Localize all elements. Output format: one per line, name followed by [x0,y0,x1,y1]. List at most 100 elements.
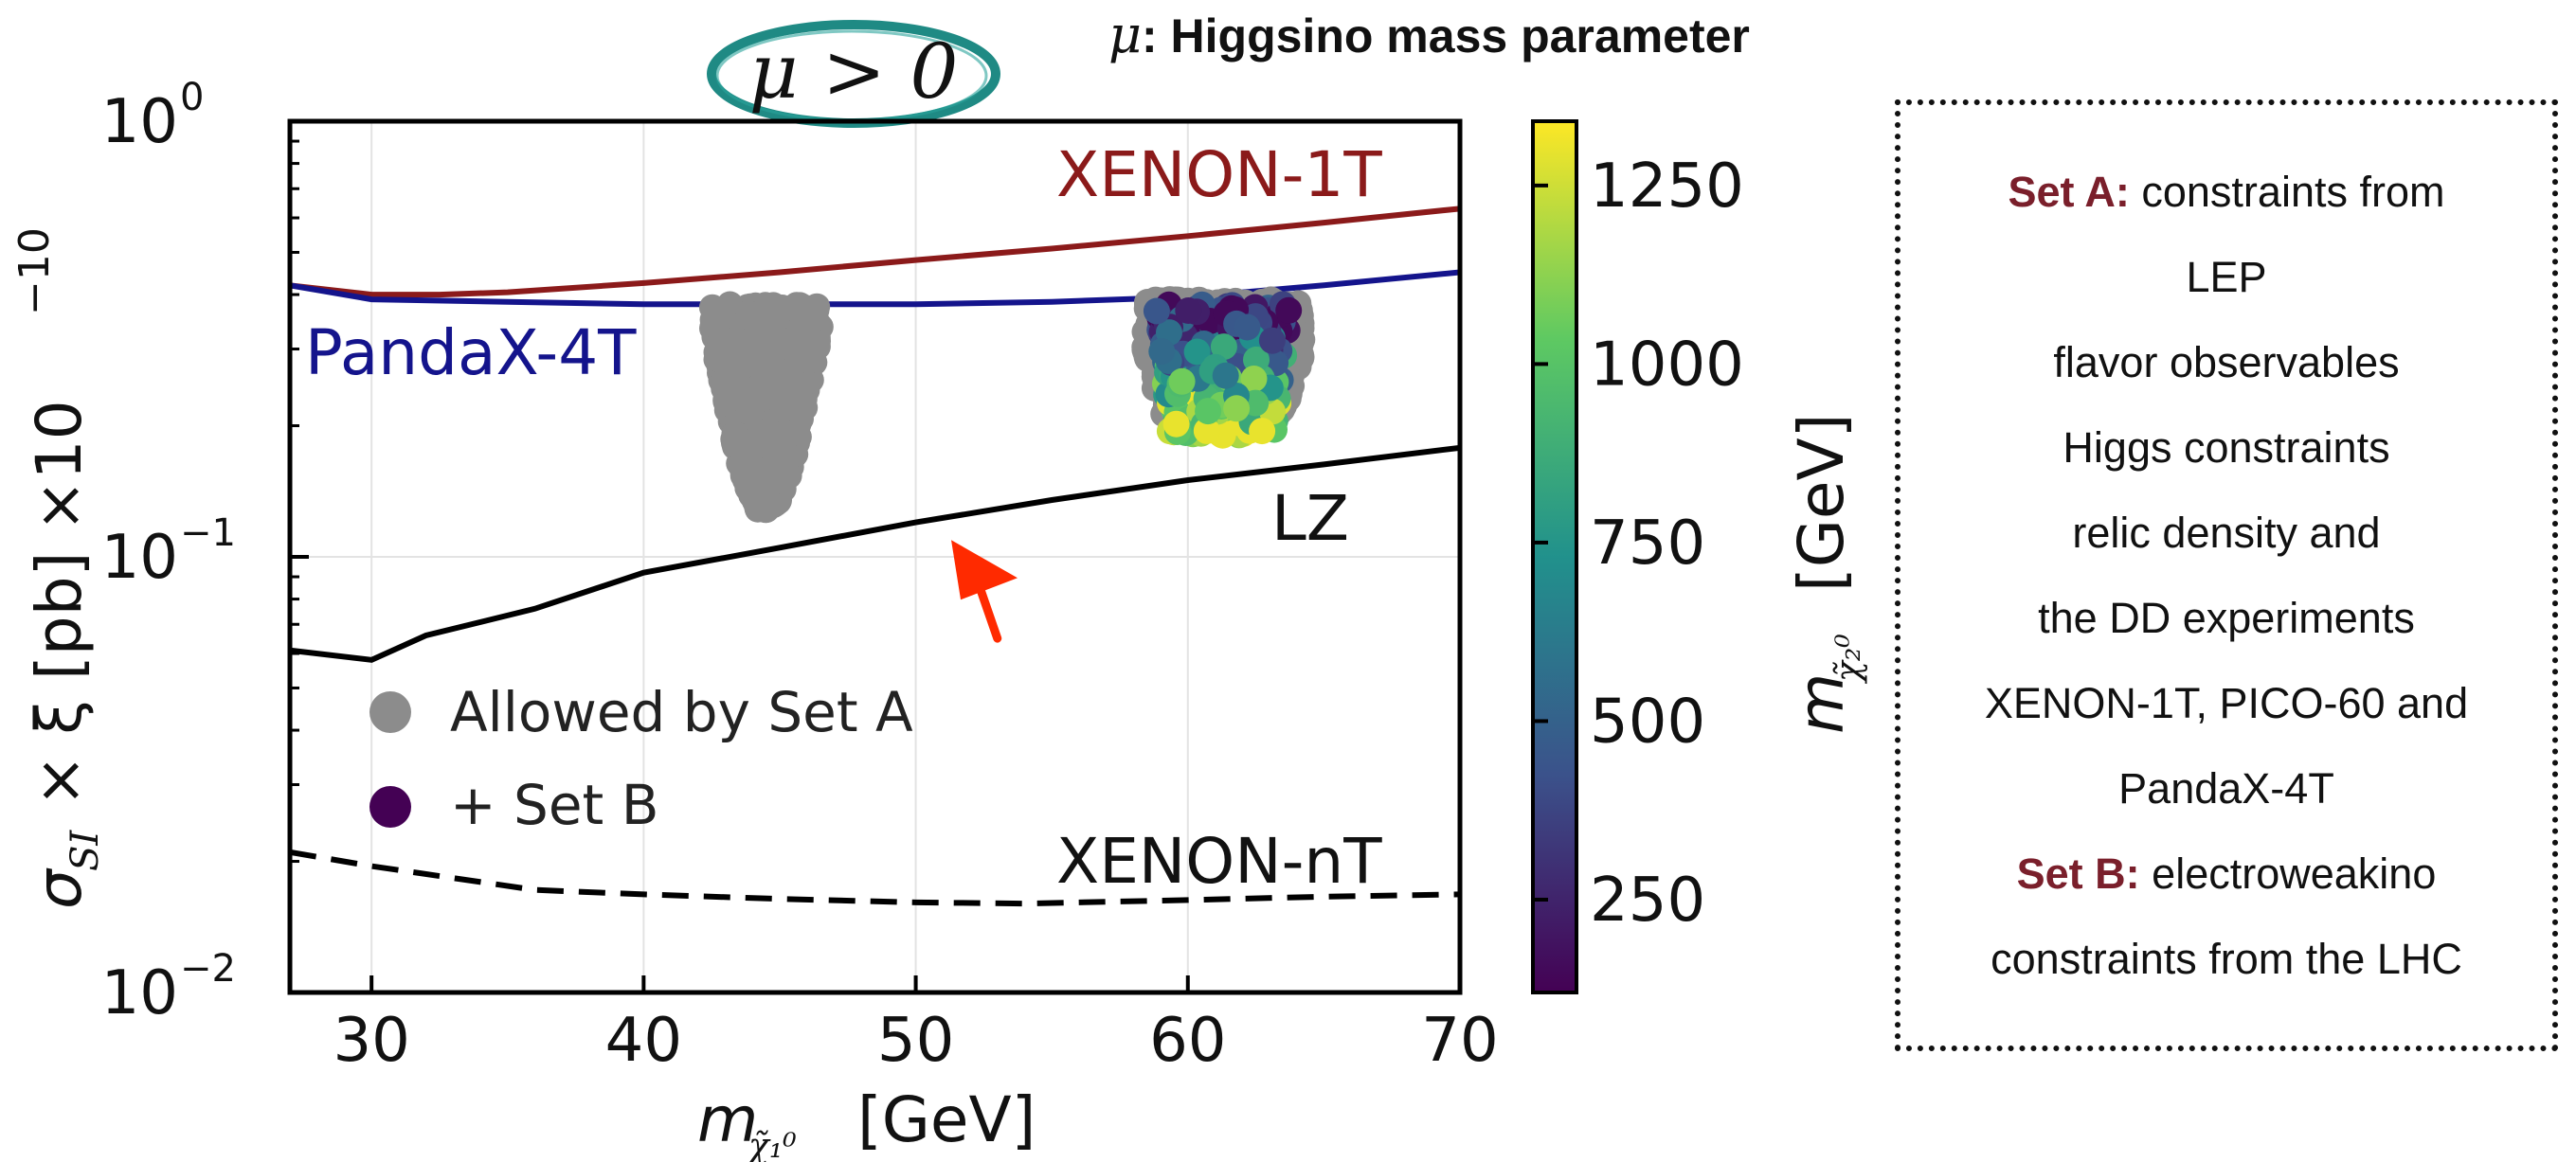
scatter-point-set-b [1234,313,1261,341]
constraints-note: Set A: constraints from LEP flavor observ… [1895,99,2558,1051]
colorbar-ticks: 250 500 750 1000 1250 [1533,152,1744,936]
x-tick-label: 40 [605,1006,682,1076]
note-item: the DD experiments [2038,593,2415,642]
scatter-point-set-b [1148,338,1176,366]
scatter-point-set-a [743,456,770,483]
y-tick-label-exp: −2 [180,947,236,991]
scatter-point-set-a [748,492,776,520]
note-set-a-label: Set A: [2008,167,2130,216]
note-set-b-line: Set B: electroweakino [2017,831,2437,917]
y-axis-label-sub: SI [63,830,107,871]
scatter-point-set-a [783,396,810,423]
series-line-xenon-1t [290,206,1460,298]
scatter-point-set-b [1175,297,1202,324]
scatter-point-set-b [1258,327,1286,354]
y-tick-label-base: 10 [101,523,178,593]
x-tick-label: 70 [1421,1006,1498,1076]
scatter-point-set-b [1212,362,1239,389]
header-description: : Higgsino mass parameter [1142,9,1750,63]
note-set-b-label: Set B: [2016,849,2140,898]
x-axis-label-main: m [697,1083,758,1156]
colorbar-tick-label: 750 [1590,509,1705,579]
colorbar-label: m χ̃₂⁰ [GeV] [1785,414,1868,734]
x-axis-label: m χ̃₁⁰ [GeV] [697,1083,1036,1162]
note-item: relic density and [2072,508,2381,557]
y-tick-label-exp: −1 [180,511,236,555]
colorbar-label-unit: [GeV] [1785,414,1858,592]
note-item: flavor observables [2053,337,2400,386]
header: μ : Higgsino mass parameter μ > 0 [707,5,1750,128]
colorbar-label-main: m [1785,673,1858,734]
note-item: constraints from the LHC [1991,934,2462,983]
scatter-point-set-a [782,295,809,322]
series-label-pandax-4t: PandaX-4T [305,316,637,389]
x-tick-label: 60 [1149,1006,1226,1076]
scatter-point-set-a [771,375,799,402]
note-set-b-items: constraints from the LHC [1991,917,2462,1002]
scatter-point-set-b [1168,367,1196,395]
series-label-lz: LZ [1271,482,1349,555]
scatter-point-set-b [1143,297,1170,325]
colorbar-gradient [1531,119,1578,994]
y-axis-label-rest: × ξ [pb] ×10 [23,400,96,807]
legend-label-set-a: Allowed by Set A [450,680,913,744]
x-axis-label-unit: [GeV] [857,1083,1036,1156]
note-set-a-text: constraints from [2141,167,2445,216]
y-tick-label-base: 10 [101,958,178,1028]
note-item: LEP [2186,252,2267,301]
scatter-point-set-b [1195,398,1222,425]
colorbar-tick-label: 250 [1590,866,1705,936]
scatter-set-b [1143,291,1303,449]
x-tick-label: 30 [333,1006,409,1076]
scatter-point-set-b [1162,410,1190,438]
y-tick-label-exp: 0 [180,76,204,119]
scatter-point-set-a [796,347,823,374]
note-set-a-items: LEP flavor observables Higgs constraints re… [1985,235,2468,831]
y-axis-label-exp: −10 [10,227,59,315]
scatter-point-set-b [1183,338,1211,366]
series-line-xenon-nt [290,849,1460,907]
note-item: XENON-1T, PICO-60 and [1984,678,2469,727]
note-item: Higgs constraints [2063,422,2390,472]
scatter-point-set-a [801,305,828,332]
scatter-point-set-b [1240,366,1268,392]
scatter-point-set-a [783,419,810,446]
colorbar-label-sub: χ̃₂⁰ [1829,634,1868,685]
colorbar-tick-label: 1250 [1590,152,1744,222]
scatter-point-set-b [1223,395,1251,422]
x-axis-label-sub: χ̃₁⁰ [746,1127,797,1162]
scatter-point-set-a [730,305,757,332]
legend-marker-set-b [369,786,411,828]
y-axis-label-main: σ [23,867,96,909]
colorbar-tick-label: 1000 [1590,330,1744,400]
scatter-point-set-b [1210,333,1237,361]
scatter-point-set-a [746,376,773,403]
scatter-point-set-a [723,370,750,398]
scatter-point-set-b [1275,296,1303,324]
mu-symbol: μ [1108,5,1142,64]
scatter-point-set-a [737,399,765,426]
colorbar-tick-label: 500 [1590,687,1705,757]
annotation-arrow [951,540,1018,643]
legend-marker-set-a [369,691,411,733]
scatter-point-set-a [748,323,776,350]
note-set-a-line: Set A: constraints from [2009,150,2445,235]
legend-label-set-b: + Set B [450,773,659,837]
condition-badge: μ > 0 [749,27,959,116]
y-axis-label: σ SI × ξ [pb] ×10 −10 [10,227,107,909]
legend: Allowed by Set A + Set B [369,680,913,837]
y-tick-label-base: 10 [101,87,178,157]
x-tick-label: 50 [877,1006,954,1076]
scatter-point-set-a [709,298,736,326]
note-item: PandaX-4T [2118,763,2334,813]
scatter-point-set-a [723,343,750,370]
scatter-point-set-b [1193,417,1220,444]
scatter-point-set-b [1249,418,1276,445]
scatter-point-set-a [758,346,785,373]
annotation-arrow-head [951,540,1018,600]
series-label-xenon-1t: XENON-1T [1056,138,1382,211]
series-label-xenon-nt: XENON-nT [1056,825,1382,898]
